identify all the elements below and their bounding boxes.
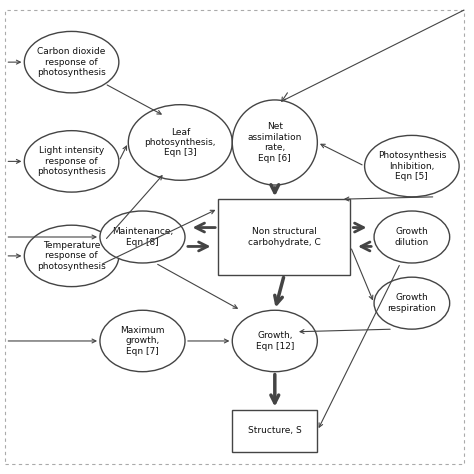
Text: Photosynthesis
Inhibition,
Eqn [5]: Photosynthesis Inhibition, Eqn [5] bbox=[378, 151, 446, 181]
Text: Growth
respiration: Growth respiration bbox=[387, 293, 436, 313]
FancyBboxPatch shape bbox=[5, 10, 464, 464]
Ellipse shape bbox=[24, 225, 119, 287]
Text: Net
assimilation
rate,
Eqn [6]: Net assimilation rate, Eqn [6] bbox=[247, 122, 302, 163]
Ellipse shape bbox=[24, 31, 119, 93]
Text: Carbon dioxide
response of
photosynthesis: Carbon dioxide response of photosynthesi… bbox=[37, 47, 106, 77]
Ellipse shape bbox=[100, 211, 185, 263]
Ellipse shape bbox=[24, 131, 119, 192]
Ellipse shape bbox=[100, 310, 185, 372]
Bar bbox=[218, 199, 350, 275]
Text: Structure, S: Structure, S bbox=[248, 426, 301, 435]
Text: Temperature
response of
photosynthesis: Temperature response of photosynthesis bbox=[37, 241, 106, 271]
Text: Leaf
photosynthesis,
Eqn [3]: Leaf photosynthesis, Eqn [3] bbox=[145, 128, 216, 157]
Text: Maximum
growth,
Eqn [7]: Maximum growth, Eqn [7] bbox=[120, 326, 165, 356]
Text: Non structural
carbohydrate, C: Non structural carbohydrate, C bbox=[248, 228, 320, 246]
Ellipse shape bbox=[232, 100, 318, 185]
Ellipse shape bbox=[128, 105, 232, 180]
Ellipse shape bbox=[374, 211, 450, 263]
Text: Maintenance,
Eqn [8]: Maintenance, Eqn [8] bbox=[112, 228, 173, 246]
Text: Growth,
Eqn [12]: Growth, Eqn [12] bbox=[255, 331, 294, 351]
Text: Growth
dilution: Growth dilution bbox=[395, 228, 429, 246]
Text: Light intensity
response of
photosynthesis: Light intensity response of photosynthes… bbox=[37, 146, 106, 176]
Ellipse shape bbox=[365, 136, 459, 197]
Ellipse shape bbox=[374, 277, 450, 329]
Ellipse shape bbox=[232, 310, 318, 372]
Bar bbox=[232, 410, 318, 452]
